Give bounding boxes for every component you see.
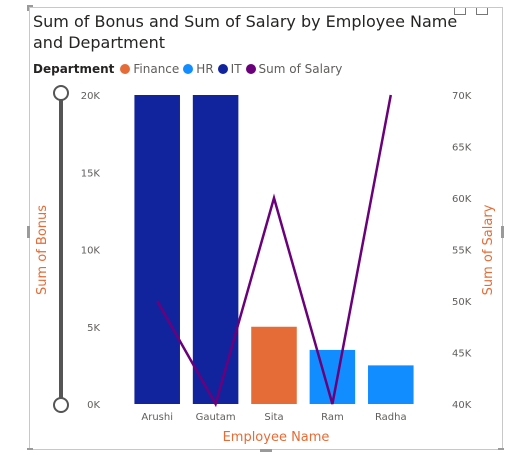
y-axis-left: 0K 5K 10K 15K 20K — [81, 91, 101, 411]
x-tick-label: Arushi — [141, 412, 173, 423]
legend-item-finance[interactable]: Finance — [120, 62, 179, 76]
legend-title: Department — [33, 62, 115, 76]
resize-handle-bottom-left[interactable] — [27, 448, 33, 450]
line-series — [156, 94, 393, 408]
visual-header-icons — [454, 8, 488, 16]
salary-line[interactable] — [156, 94, 393, 408]
y-tick-label-right: 60K — [452, 194, 472, 205]
y-axis-right: 40K 45K 50K 55K 60K 65K 70K — [452, 91, 472, 411]
bar-sita[interactable] — [251, 326, 297, 404]
y-tick-label-right: 40K — [452, 400, 472, 411]
chart-title: Sum of Bonus and Sum of Salary by Employ… — [33, 12, 458, 52]
filter-icon[interactable] — [454, 8, 466, 15]
legend-item-sum-of-salary[interactable]: Sum of Salary — [245, 62, 343, 76]
resize-handle-bottom-right[interactable] — [498, 448, 504, 450]
legend-marker-sum-of-salary — [245, 64, 256, 74]
y-tick-label-left: 15K — [81, 168, 101, 179]
legend-marker-finance — [120, 64, 131, 74]
y-tick-label-right: 55K — [452, 246, 472, 257]
legend-label-hr: HR — [196, 62, 214, 76]
x-axis: Arushi Gautam Sita Ram Radha — [141, 412, 406, 423]
legend-label-it: IT — [230, 62, 242, 76]
y-tick-label-left: 10K — [81, 246, 101, 257]
y-tick-label-right: 70K — [452, 91, 472, 102]
zoom-slider-bottom-handle[interactable] — [53, 397, 69, 413]
x-tick-label: Ram — [321, 412, 344, 423]
resize-handle-left[interactable] — [27, 226, 30, 238]
y-tick-label-right: 45K — [452, 349, 472, 360]
x-tick-label: Radha — [375, 412, 407, 423]
x-tick-label: Gautam — [196, 412, 236, 423]
zoom-slider-top-handle[interactable] — [53, 85, 69, 101]
resize-handle-top-left[interactable] — [27, 5, 33, 7]
bar-gautam[interactable] — [192, 95, 239, 404]
y-axis-title-right: Sum of Salary — [481, 204, 496, 295]
bar-radha[interactable] — [368, 365, 414, 404]
y-tick-label-right: 50K — [452, 297, 472, 308]
legend-item-hr[interactable]: HR — [183, 62, 214, 76]
legend-label-sum-of-salary: Sum of Salary — [258, 62, 343, 76]
legend-marker-it — [217, 64, 228, 74]
y-tick-label-left: 20K — [81, 91, 101, 102]
bar-ram[interactable] — [309, 349, 356, 404]
resize-handle-bottom[interactable] — [260, 449, 272, 452]
resize-handle-top-left-v[interactable] — [27, 5, 29, 11]
y-tick-label-left: 0K — [87, 400, 100, 411]
resize-handle-right[interactable] — [501, 226, 504, 238]
focus-mode-icon[interactable] — [476, 8, 488, 15]
legend-item-it[interactable]: IT — [217, 62, 242, 76]
y-axis-title-left: Sum of Bonus — [35, 205, 50, 295]
legend: Department Finance HR IT Sum of Salary — [33, 62, 346, 76]
x-tick-label: Sita — [264, 412, 283, 423]
y-tick-label-left: 5K — [87, 323, 100, 334]
bar-series — [134, 95, 414, 404]
x-axis-title: Employee Name — [223, 430, 330, 445]
legend-label-finance: Finance — [133, 62, 180, 76]
legend-marker-hr — [183, 64, 194, 74]
y-tick-label-right: 65K — [452, 143, 472, 154]
bar-arushi[interactable] — [134, 95, 180, 404]
zoom-slider[interactable] — [53, 85, 69, 413]
